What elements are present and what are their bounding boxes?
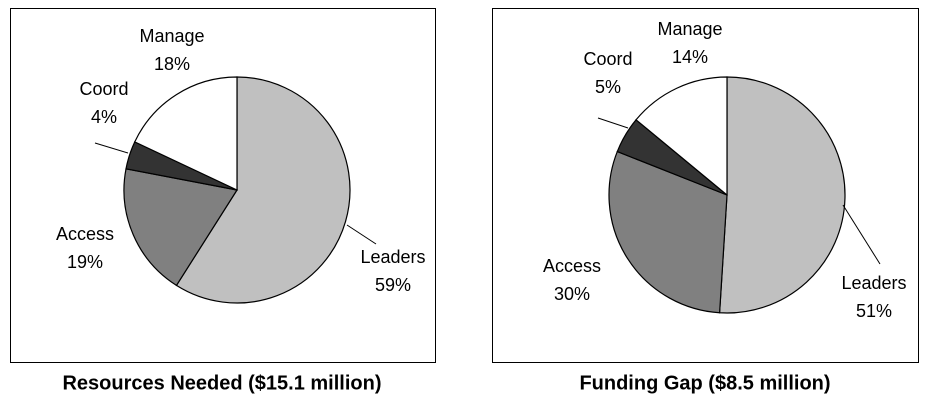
- value-label: 18%: [154, 54, 190, 74]
- slice-label: Coord: [583, 49, 632, 69]
- pie-slice: [635, 76, 728, 197]
- slice-label: Manage: [139, 26, 204, 46]
- value-label: 51%: [856, 301, 892, 321]
- pie-slice: [133, 76, 238, 191]
- leader-line: [842, 204, 881, 265]
- slice-label: Manage: [657, 19, 722, 39]
- leader-line: [94, 142, 129, 154]
- value-label: 19%: [67, 252, 103, 272]
- slice-label: Access: [543, 256, 601, 276]
- pie-slice: [718, 76, 846, 314]
- slice-label: Leaders: [360, 247, 425, 267]
- pie-slice: [123, 168, 238, 287]
- pie-slice: [608, 150, 728, 314]
- slice-label: Coord: [79, 79, 128, 99]
- leader-line: [597, 117, 629, 129]
- value-label: 30%: [554, 284, 590, 304]
- value-label: 4%: [91, 107, 117, 127]
- chart-title: Funding Gap ($8.5 million): [579, 372, 830, 394]
- slice-label: Access: [56, 224, 114, 244]
- slice-label: Leaders: [841, 273, 906, 293]
- leader-line: [346, 224, 377, 245]
- value-label: 14%: [672, 47, 708, 67]
- value-label: 59%: [375, 275, 411, 295]
- value-label: 5%: [595, 77, 621, 97]
- pie-slice: [175, 76, 351, 304]
- chart-title: Resources Needed ($15.1 million): [62, 372, 381, 394]
